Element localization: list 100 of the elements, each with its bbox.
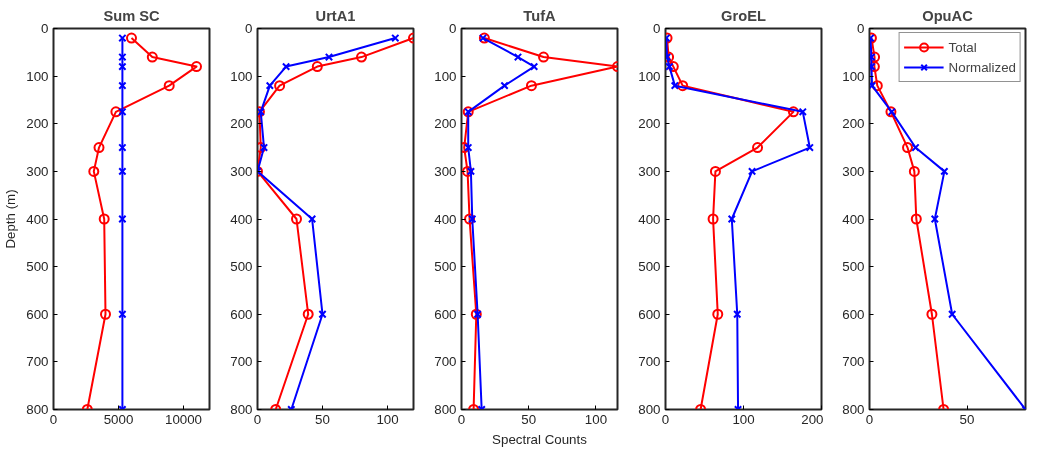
point: [311, 61, 323, 73]
y-tick-label: 300: [842, 163, 865, 179]
point: [871, 80, 883, 92]
y-tick-label: 400: [434, 211, 457, 227]
y-tick-label: 800: [230, 402, 253, 417]
y-tick-label: 500: [230, 259, 253, 275]
y-tick-label: 300: [26, 163, 49, 179]
point: [163, 80, 175, 92]
y-tick-label: 0: [449, 21, 457, 36]
chart-title: GroEL: [721, 7, 766, 24]
x-tick-label: 50: [315, 411, 330, 427]
y-tick-label: 800: [434, 402, 457, 417]
x-tick-label: 50: [521, 411, 537, 427]
point: [908, 165, 920, 177]
y-tick-label: 500: [638, 259, 661, 275]
point: [324, 52, 334, 62]
x-axis-title: Spectral Counts: [492, 431, 588, 447]
point: [911, 143, 920, 152]
x-tick-label: 100: [584, 411, 608, 427]
y-tick-label: 500: [842, 259, 865, 275]
x-tick-label: 100: [732, 411, 755, 427]
y-tick-label: 600: [638, 306, 661, 322]
x-tick-label: 50: [959, 411, 975, 427]
point: [869, 81, 877, 90]
legend-label: Total: [948, 39, 977, 55]
chart-title: TufA: [523, 7, 557, 24]
y-tick-label: 500: [26, 259, 49, 275]
point: [538, 51, 550, 63]
point: [468, 214, 477, 224]
y-tick-label: 0: [653, 21, 661, 36]
point: [118, 167, 127, 176]
y-tick-label: 0: [857, 21, 865, 36]
point: [525, 80, 537, 92]
point: [118, 81, 127, 90]
point: [464, 213, 476, 225]
point: [356, 51, 367, 63]
y-tick-label: 600: [842, 306, 865, 322]
chart-title: OpuAC: [922, 7, 974, 24]
y-tick-label: 200: [230, 116, 253, 132]
y-tick-label: 700: [230, 354, 253, 370]
y-tick-label: 0: [41, 21, 49, 36]
y-tick-label: 600: [26, 306, 49, 322]
point: [88, 165, 100, 177]
point: [318, 310, 327, 319]
point: [146, 51, 158, 63]
chart-title: Sum SC: [103, 7, 161, 24]
y-tick-label: 300: [434, 163, 457, 179]
y-tick-label: 600: [434, 306, 457, 322]
point: [118, 143, 127, 152]
y-tick-label: 200: [26, 116, 49, 132]
point: [391, 33, 400, 43]
point: [118, 62, 127, 71]
y-tick-label: 700: [434, 354, 457, 370]
x-tick-label: 10000: [164, 411, 203, 427]
x-tick-label: 5000: [103, 411, 134, 427]
point: [940, 167, 949, 176]
x-tick-label: 200: [801, 411, 824, 427]
point: [126, 32, 137, 44]
point: [930, 214, 940, 224]
y-tick-label: 500: [434, 259, 457, 275]
chart-title: UrtA1: [315, 7, 356, 24]
y-tick-label: 100: [230, 68, 253, 84]
y-tick-label: 700: [842, 354, 865, 370]
y-tick-label: 0: [245, 21, 253, 36]
point: [302, 308, 314, 320]
y-tick-label: 400: [638, 211, 661, 227]
point: [902, 142, 914, 154]
point: [869, 61, 880, 73]
y-tick-label: 200: [638, 116, 661, 132]
point: [191, 61, 202, 73]
y-tick-label: 800: [842, 402, 865, 417]
y-tick-label: 100: [434, 68, 457, 84]
y-tick-label: 400: [842, 211, 865, 227]
y-tick-label: 100: [26, 68, 49, 84]
y-tick-label: 600: [230, 306, 253, 322]
y-axis-title: Depth (m): [3, 189, 19, 249]
y-tick-label: 100: [638, 68, 661, 84]
y-tick-label: 100: [842, 68, 865, 84]
y-tick-label: 300: [230, 163, 253, 179]
legend-label: Normalized: [948, 59, 1016, 75]
y-tick-label: 800: [638, 402, 661, 417]
y-tick-label: 700: [26, 354, 49, 370]
point: [291, 213, 302, 225]
y-tick-label: 800: [26, 402, 49, 417]
point: [500, 81, 509, 90]
point: [100, 308, 111, 320]
x-tick-label: 100: [376, 411, 399, 427]
y-tick-label: 200: [842, 116, 865, 132]
point: [513, 52, 523, 62]
point: [307, 214, 317, 224]
y-tick-label: 200: [434, 116, 457, 132]
point: [118, 310, 127, 319]
y-tick-label: 400: [26, 211, 49, 227]
point: [110, 106, 122, 118]
y-tick-label: 400: [230, 211, 253, 227]
y-tick-label: 300: [638, 163, 661, 179]
point: [93, 142, 105, 154]
point: [869, 51, 881, 63]
y-tick-label: 700: [638, 354, 661, 370]
point: [910, 213, 922, 225]
